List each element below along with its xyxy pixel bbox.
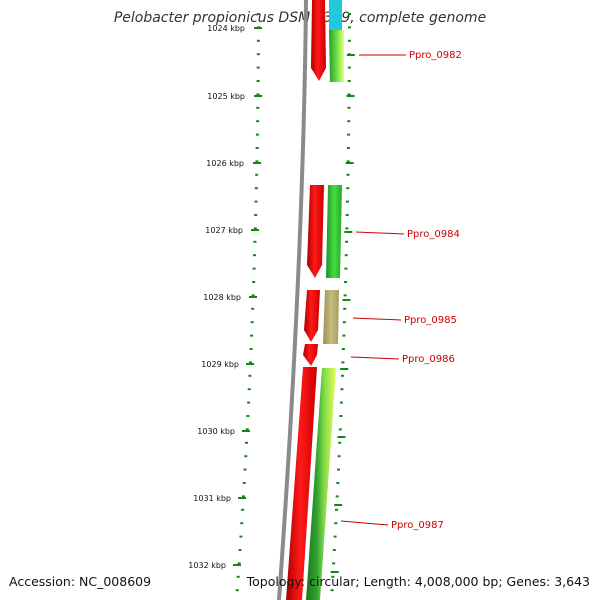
scale-label: 1028 kbp <box>203 293 241 302</box>
reverse-strand-features <box>306 0 344 600</box>
cds-arrow <box>303 344 318 366</box>
scale-ticks <box>233 13 355 592</box>
label-connector <box>350 356 400 360</box>
gene-label[interactable]: Ppro_0986 <box>402 354 455 365</box>
scale-label: 1024 kbp <box>207 24 245 33</box>
scale-label: 1031 kbp <box>193 494 231 503</box>
label-connector <box>340 520 389 526</box>
summary-text: Topology: circular; Length: 4,008,000 bp… <box>246 574 590 589</box>
map-title: Pelobacter propionicus DSM 2379, complet… <box>113 10 487 26</box>
label-connector <box>355 231 405 235</box>
gene-label[interactable]: Ppro_0982 <box>409 50 462 61</box>
genome-backbone <box>277 0 308 600</box>
cds-arrow <box>326 185 342 278</box>
gene-label[interactable]: Ppro_0985 <box>404 315 457 326</box>
scale-label: 1027 kbp <box>205 226 243 235</box>
cds-arrow <box>311 0 326 81</box>
accession-text: Accession: NC_008609 <box>9 574 152 589</box>
cds-arrow <box>286 367 317 600</box>
cds-arrow <box>304 290 320 342</box>
cds-arrow <box>329 30 344 82</box>
scale-label: 1032 kbp <box>188 561 226 570</box>
scale-label: 1025 kbp <box>207 92 245 101</box>
scale-label: 1030 kbp <box>197 427 235 436</box>
cds-arrow <box>307 185 324 278</box>
gene-label[interactable]: Ppro_0984 <box>407 229 460 240</box>
forward-strand-features <box>286 0 326 600</box>
cds-arrow <box>306 368 336 600</box>
gene-label[interactable]: Ppro_0987 <box>391 520 444 531</box>
label-connector <box>352 317 402 321</box>
cds-block <box>329 0 342 30</box>
scale-label: 1026 kbp <box>206 159 244 168</box>
scale-label: 1029 kbp <box>201 360 239 369</box>
cds-arrow <box>323 290 339 344</box>
